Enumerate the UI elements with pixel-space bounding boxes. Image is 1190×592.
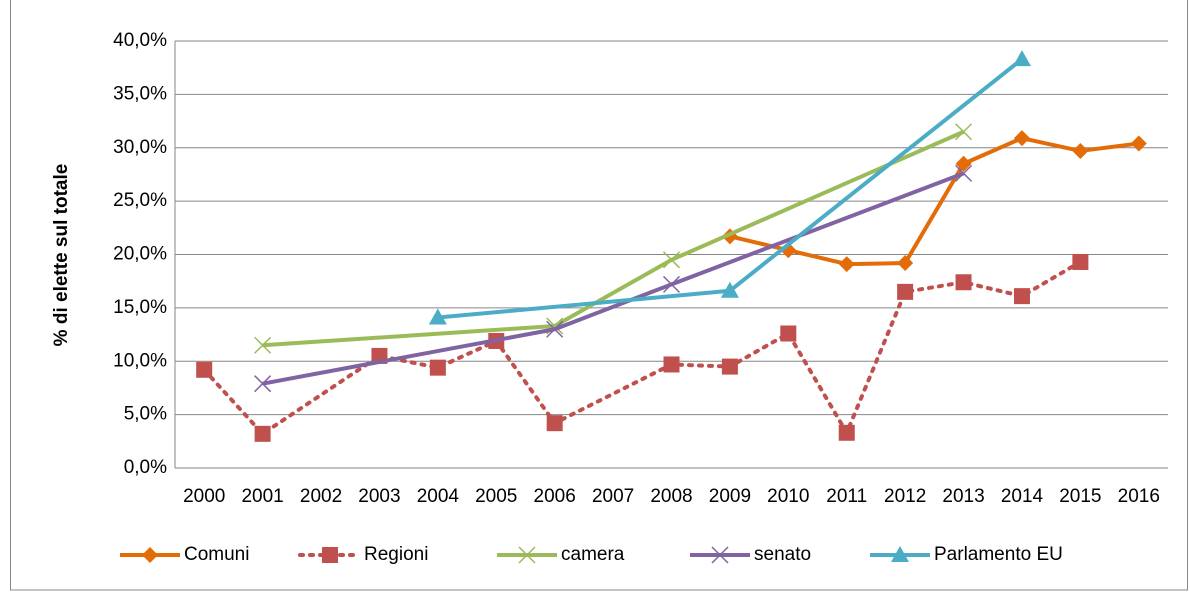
- x-tick-label: 2001: [241, 486, 283, 507]
- series-line: [437, 57, 1024, 320]
- legend-label: Regioni: [364, 544, 428, 565]
- x-tick-label: 2009: [709, 486, 751, 507]
- y-tick-label: 10,0%: [113, 350, 167, 371]
- y-tick-label: 35,0%: [113, 83, 167, 104]
- marker: [897, 283, 914, 300]
- y-tick-label: 30,0%: [113, 137, 167, 158]
- legend-label: Parlamento EU: [934, 544, 1063, 565]
- y-tick-label: 40,0%: [113, 30, 167, 51]
- marker: [662, 275, 681, 293]
- marker: [546, 415, 563, 432]
- y-tick-label: 15,0%: [113, 297, 167, 318]
- marker: [720, 281, 739, 298]
- x-tick-label: 2014: [1001, 486, 1044, 507]
- legend-label: senato: [754, 544, 811, 565]
- chart-frame: [10, 0, 1188, 591]
- marker: [891, 546, 909, 562]
- marker: [711, 546, 729, 564]
- marker: [897, 255, 914, 272]
- x-tick-label: 2010: [767, 486, 809, 507]
- marker: [1013, 288, 1030, 305]
- marker: [955, 164, 973, 182]
- marker: [780, 325, 797, 342]
- marker: [254, 425, 271, 442]
- marker: [663, 356, 680, 373]
- marker: [546, 320, 564, 338]
- x-tick-label: 2013: [942, 486, 984, 507]
- marker: [838, 424, 855, 441]
- marker: [721, 358, 738, 375]
- marker: [955, 274, 972, 291]
- marker: [254, 336, 272, 354]
- marker: [1130, 135, 1147, 152]
- y-tick-label: 20,0%: [113, 244, 167, 265]
- x-tick-label: 2007: [592, 486, 634, 507]
- x-tick-label: 2005: [475, 486, 517, 507]
- y-tick-label: 25,0%: [113, 190, 167, 211]
- x-tick-label: 2002: [300, 486, 342, 507]
- x-tick-label: 2003: [358, 486, 400, 507]
- y-tick-label: 0,0%: [124, 457, 167, 478]
- marker: [662, 251, 681, 269]
- marker: [142, 547, 158, 563]
- x-tick-label: 2008: [650, 486, 692, 507]
- x-tick-label: 2012: [884, 486, 926, 507]
- marker: [518, 546, 536, 564]
- x-tick-label: 2011: [826, 486, 867, 507]
- marker: [838, 256, 855, 273]
- marker: [1072, 253, 1089, 270]
- x-tick-label: 2000: [183, 486, 225, 507]
- marker: [254, 375, 272, 393]
- marker: [196, 361, 213, 378]
- x-tick-label: 2015: [1059, 486, 1101, 507]
- marker: [322, 547, 338, 563]
- series-line: [202, 259, 1083, 436]
- marker: [1013, 130, 1030, 147]
- marker: [955, 123, 973, 141]
- y-tick-label: 5,0%: [124, 404, 167, 425]
- marker: [1072, 142, 1089, 159]
- marker: [428, 308, 447, 325]
- marker: [429, 359, 446, 376]
- y-axis-label: % di elette sul totale: [51, 164, 72, 347]
- x-tick-label: 2016: [1118, 486, 1160, 507]
- series-line: [729, 136, 1140, 267]
- legend-label: Comuni: [184, 544, 249, 565]
- series-line: [262, 171, 965, 386]
- x-tick-label: 2004: [417, 486, 460, 507]
- series-line: [262, 129, 965, 348]
- legend-label: camera: [561, 544, 625, 565]
- marker: [955, 155, 972, 172]
- x-tick-label: 2006: [534, 486, 576, 507]
- marker: [1012, 50, 1031, 67]
